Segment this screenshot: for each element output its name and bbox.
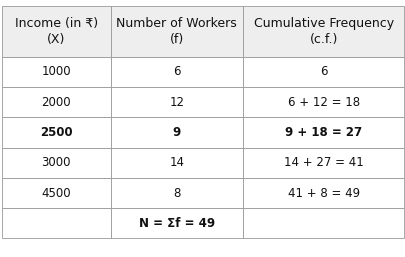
- Text: 9: 9: [172, 126, 181, 139]
- Bar: [2, 57, 110, 87]
- Text: 12: 12: [169, 96, 184, 108]
- Bar: [2, 208, 110, 238]
- Bar: [243, 117, 403, 148]
- Bar: [2, 6, 110, 57]
- Bar: [110, 87, 243, 117]
- Text: 41 + 8 = 49: 41 + 8 = 49: [287, 187, 359, 199]
- Text: 9 + 18 = 27: 9 + 18 = 27: [284, 126, 361, 139]
- Text: 2500: 2500: [40, 126, 72, 139]
- Text: Number of Workers
(f): Number of Workers (f): [116, 17, 237, 46]
- Text: 6: 6: [173, 65, 180, 78]
- Bar: [2, 117, 110, 148]
- Text: N = Σf = 49: N = Σf = 49: [139, 217, 214, 230]
- Text: 2000: 2000: [41, 96, 71, 108]
- Bar: [243, 57, 403, 87]
- Bar: [2, 148, 110, 178]
- Text: 1000: 1000: [41, 65, 71, 78]
- Text: Income (in ₹)
(X): Income (in ₹) (X): [15, 17, 98, 46]
- Text: 4500: 4500: [41, 187, 71, 199]
- Text: 6 + 12 = 18: 6 + 12 = 18: [287, 96, 359, 108]
- Text: 6: 6: [319, 65, 326, 78]
- Text: 14: 14: [169, 156, 184, 169]
- Bar: [110, 208, 243, 238]
- Bar: [243, 87, 403, 117]
- Bar: [243, 6, 403, 57]
- Text: 14 + 27 = 41: 14 + 27 = 41: [283, 156, 362, 169]
- Bar: [243, 148, 403, 178]
- Bar: [110, 6, 243, 57]
- Bar: [110, 148, 243, 178]
- Text: 8: 8: [173, 187, 180, 199]
- Bar: [110, 178, 243, 208]
- Bar: [110, 117, 243, 148]
- Text: 3000: 3000: [41, 156, 71, 169]
- Bar: [2, 178, 110, 208]
- Bar: [110, 57, 243, 87]
- Bar: [243, 178, 403, 208]
- Text: Cumulative Frequency
(c.f.): Cumulative Frequency (c.f.): [253, 17, 393, 46]
- Bar: [243, 208, 403, 238]
- Bar: [2, 87, 110, 117]
